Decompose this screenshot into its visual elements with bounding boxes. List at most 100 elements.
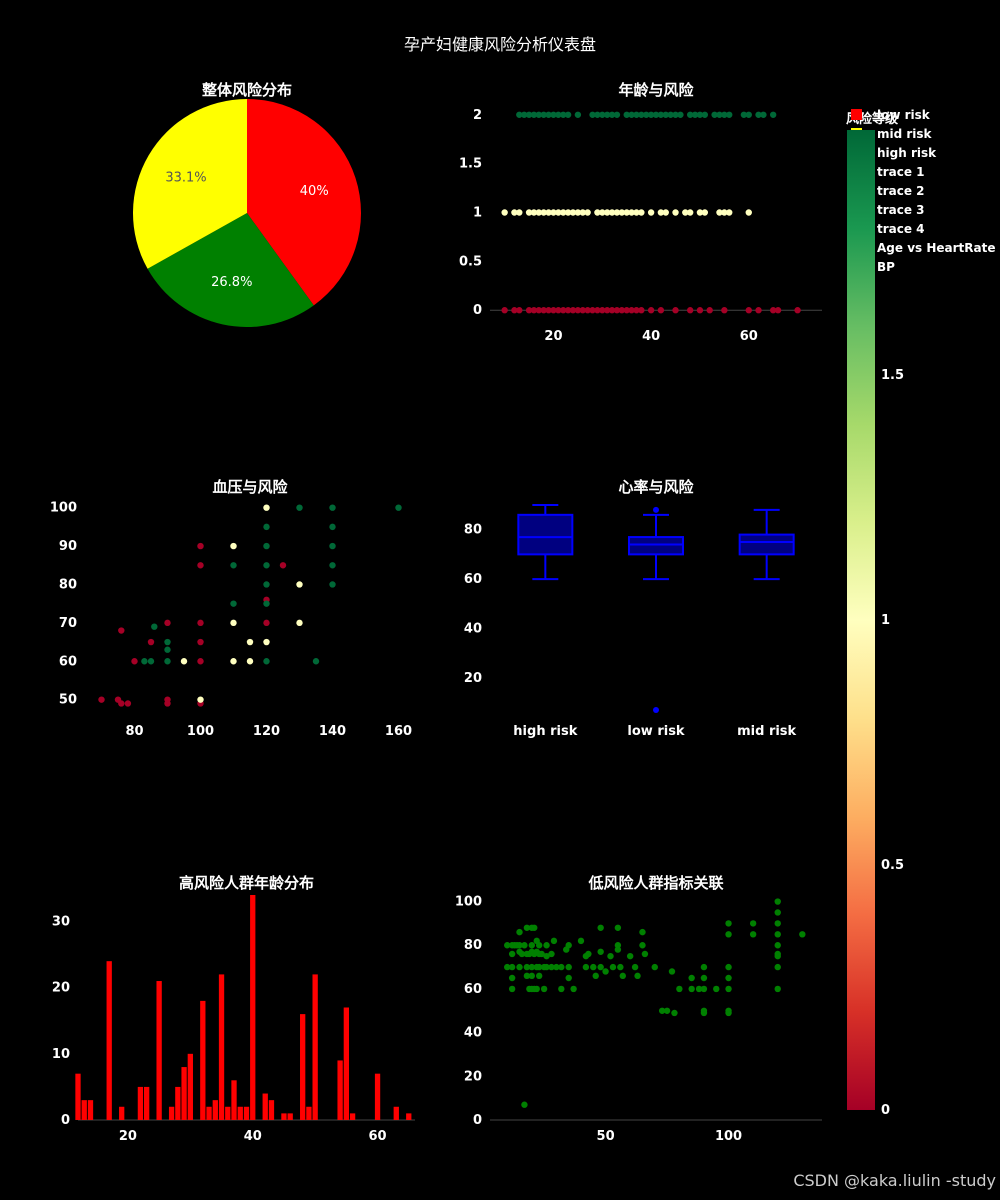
scatter-point — [550, 307, 557, 314]
scatter-point — [508, 985, 516, 993]
x-tick-label: 20 — [119, 1129, 137, 1144]
scatter-point — [151, 623, 158, 630]
scatter-point — [721, 209, 728, 216]
scatter-point — [329, 542, 336, 550]
pie-slice[interactable] — [133, 99, 247, 269]
scatter-point — [628, 209, 635, 216]
chart-title: 年龄与风险 — [618, 81, 694, 99]
scatter-point — [589, 307, 596, 314]
scatter-point — [671, 1009, 678, 1017]
scatter-point — [618, 307, 626, 314]
scatter-point — [553, 963, 560, 971]
scatter-point — [585, 950, 592, 958]
scatter-point — [508, 963, 516, 971]
histogram-bar — [206, 1106, 212, 1120]
scatter-point — [230, 619, 237, 627]
scatter-point — [672, 111, 679, 118]
scatter-point — [538, 950, 545, 958]
scatter-point — [701, 111, 709, 118]
scatter-point — [609, 963, 617, 971]
scatter-point — [584, 209, 591, 216]
scatter-point — [329, 523, 336, 531]
hr-risk-chart: 心率与风险 20 40 60 80 high risk low risk mid risk — [464, 478, 797, 739]
scatter-point — [516, 928, 523, 936]
scatter-point — [118, 700, 125, 707]
scatter-point — [613, 209, 621, 216]
scatter-point — [504, 963, 511, 971]
scatter-point — [695, 985, 703, 993]
scatter-point — [569, 307, 577, 314]
scatter-point — [560, 307, 567, 314]
scatter-point — [641, 950, 649, 958]
scatter-point — [558, 985, 565, 993]
scatter-point — [574, 307, 582, 314]
scatter-point — [613, 307, 621, 314]
scatter-point — [131, 658, 138, 665]
legend-item-label: mid risk — [877, 127, 933, 141]
histogram-bar — [287, 1113, 293, 1120]
scatter-point — [716, 111, 723, 118]
scatter-point — [745, 111, 752, 118]
y-tick-label: 60 — [464, 982, 482, 997]
scatter-point — [516, 942, 523, 949]
legend-swatch[interactable] — [851, 109, 862, 120]
scatter-point — [531, 924, 538, 931]
y-tick-label: 90 — [59, 539, 77, 554]
scatter-point — [574, 209, 582, 216]
scatter-point — [631, 963, 639, 971]
y-tick-label: 0.5 — [459, 254, 482, 269]
box-body — [738, 533, 795, 556]
legend-item-label: trace 4 — [877, 222, 925, 236]
legend-item-label: trace 2 — [877, 184, 925, 198]
histogram-bar — [337, 1060, 343, 1120]
scatter-point — [662, 111, 669, 118]
scatter-point — [550, 111, 557, 118]
scatter-point — [647, 307, 655, 314]
scatter-point — [180, 658, 188, 665]
scatter-point — [589, 111, 596, 118]
histogram-bar — [406, 1113, 412, 1120]
legend-item-label: Age vs HeartRate — [877, 241, 995, 255]
scatter-point — [662, 209, 669, 216]
scatter-point — [296, 504, 303, 511]
scatter-point — [755, 307, 762, 314]
histogram-bar — [119, 1106, 125, 1120]
scatter-point — [639, 928, 646, 936]
y-tick-label: 0 — [473, 1113, 482, 1128]
scatter-point — [774, 942, 781, 949]
scatter-point — [197, 638, 204, 646]
scatter-point — [296, 619, 303, 627]
scatter-point — [619, 972, 626, 980]
scatter-point — [599, 209, 606, 216]
scatter-point — [164, 700, 171, 707]
scatter-point — [721, 307, 728, 314]
y-tick-label: 80 — [59, 577, 77, 592]
pie-slice[interactable] — [247, 99, 361, 306]
histogram-bar — [231, 1080, 237, 1120]
x-tick-label: 60 — [740, 329, 758, 344]
scatter-point — [774, 307, 782, 314]
scatter-point — [118, 627, 125, 634]
scatter-point — [663, 1007, 671, 1014]
scatter-point — [564, 111, 572, 118]
scatter-point — [520, 111, 528, 118]
scatter-point — [745, 307, 752, 314]
scatter-point — [528, 942, 536, 949]
scatter-point — [516, 209, 523, 216]
scatter-point — [565, 942, 572, 949]
scatter-point — [98, 696, 105, 703]
scatter-point — [686, 307, 694, 314]
scatter-point — [147, 658, 155, 665]
scatter-point — [599, 111, 606, 118]
colorbar-tick-label: 0.5 — [881, 858, 904, 873]
scatter-point — [774, 920, 781, 927]
scatter-point — [530, 111, 538, 118]
legend-item-label: trace 1 — [877, 165, 925, 179]
y-tick-label: 50 — [59, 693, 77, 708]
histogram-bar — [374, 1073, 381, 1120]
pie-slice[interactable] — [147, 213, 314, 327]
scatter-point — [525, 209, 533, 216]
scatter-point — [716, 209, 723, 216]
scatter-point — [711, 111, 718, 118]
